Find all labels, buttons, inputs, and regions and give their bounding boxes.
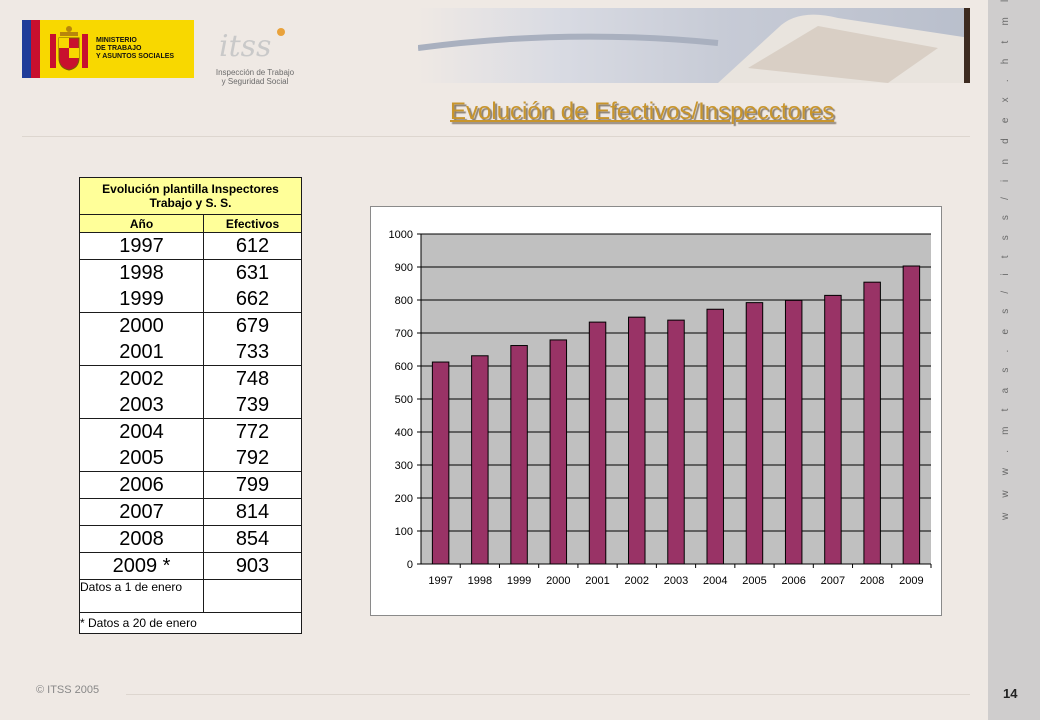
x-tick-label: 2007 <box>821 575 845 587</box>
column-header-year: Año <box>79 214 204 233</box>
y-tick-label: 300 <box>395 460 413 472</box>
x-tick-label: 1999 <box>507 575 531 587</box>
table-cell-value: 748 <box>202 365 303 392</box>
y-tick-label: 200 <box>395 493 413 505</box>
bar <box>588 321 607 565</box>
column-header-value: Efectivos <box>202 214 303 233</box>
itss-logo: itss Inspección de Trabajo y Seguridad S… <box>205 20 305 90</box>
vertical-url-text: w w w . m t a s . e s / i t s s / i n d … <box>1000 0 1011 520</box>
table-cell-year: 1998 <box>79 259 204 286</box>
y-tick-label: 900 <box>395 262 413 274</box>
table-cell-value: 662 <box>202 286 303 313</box>
table-cell-year: 2000 <box>79 312 204 339</box>
y-tick-label: 800 <box>395 295 413 307</box>
table-cell-value: 903 <box>202 552 303 580</box>
table-note-empty <box>202 579 303 613</box>
eu-flag-icon <box>22 20 40 78</box>
table-cell-year: 2009 * <box>79 552 204 580</box>
bar <box>706 308 724 565</box>
table-cell-value: 792 <box>202 445 303 472</box>
y-tick-label: 600 <box>395 361 413 373</box>
bar <box>784 299 803 565</box>
itss-logo-mark: itss <box>219 28 285 64</box>
bar <box>745 302 764 565</box>
x-tick-label: 1998 <box>468 575 492 587</box>
footer-divider <box>126 694 970 695</box>
table-cell-year: 2007 <box>79 498 204 526</box>
table-title: Evolución plantilla Inspectores Trabajo … <box>78 177 303 215</box>
table-note-asterisk: * Datos a 20 de enero <box>78 612 303 634</box>
table-cell-year: 1999 <box>79 286 204 313</box>
slide-title: Evolución de Efectivos/Inspecctores <box>450 98 835 125</box>
table-cell-year: 2004 <box>79 418 204 445</box>
coat-of-arms-icon <box>50 26 88 71</box>
x-tick-label: 2003 <box>664 575 688 587</box>
data-table: Evolución plantilla Inspectores Trabajo … <box>78 177 303 634</box>
table-cell-value: 733 <box>202 339 303 366</box>
bar <box>628 316 646 565</box>
table-cell-value: 612 <box>202 232 303 260</box>
table-cell-value: 854 <box>202 525 303 553</box>
x-tick-label: 2001 <box>585 575 609 587</box>
copyright-text: © ITSS 2005 <box>36 684 100 696</box>
x-tick-label: 2005 <box>742 575 766 587</box>
y-tick-label: 100 <box>395 526 413 538</box>
bar <box>471 355 489 565</box>
x-tick-label: 2004 <box>703 575 727 587</box>
y-tick-label: 0 <box>407 559 413 571</box>
bar <box>510 345 528 565</box>
x-tick-label: 2008 <box>860 575 884 587</box>
table-cell-year: 2006 <box>79 471 204 499</box>
x-tick-label: 1997 <box>428 575 452 587</box>
table-cell-year: 2005 <box>79 445 204 472</box>
x-tick-label: 2009 <box>899 575 923 587</box>
x-tick-label: 2002 <box>625 575 649 587</box>
y-tick-label: 500 <box>395 394 413 406</box>
bar <box>549 339 568 565</box>
table-note-date: Datos a 1 de enero <box>79 579 204 613</box>
itss-logo-text: Inspección de Trabajo y Seguridad Social <box>215 68 295 86</box>
table-cell-value: 679 <box>202 312 303 339</box>
ministry-logo: MINISTERIO DE TRABAJO Y ASUNTOS SOCIALES <box>22 20 194 78</box>
table-cell-year: 2008 <box>79 525 204 553</box>
itss-logo-mark-text: itss <box>219 29 271 64</box>
y-tick-label: 1000 <box>389 229 413 241</box>
header-divider <box>22 136 970 137</box>
bar-chart-svg: 0 100 200 300 400 500 600 700 800 900 1000 1997 1998… <box>389 229 932 587</box>
bar <box>667 319 685 565</box>
x-tick-label: 2000 <box>546 575 570 587</box>
x-tick-label: 2006 <box>781 575 805 587</box>
table-cell-value: 799 <box>202 471 303 499</box>
bar <box>863 281 881 565</box>
hand-writing-image <box>418 8 970 83</box>
table-cell-year: 2002 <box>79 365 204 392</box>
bar <box>902 265 921 565</box>
ministry-logo-text: MINISTERIO DE TRABAJO Y ASUNTOS SOCIALES <box>96 37 175 60</box>
right-side-band <box>988 0 1040 720</box>
table-cell-year: 2003 <box>79 392 204 419</box>
table-cell-value: 772 <box>202 418 303 445</box>
table-cell-value: 631 <box>202 259 303 286</box>
y-tick-label: 700 <box>395 328 413 340</box>
table-cell-year: 2001 <box>79 339 204 366</box>
table-cell-value: 739 <box>202 392 303 419</box>
bar <box>431 361 450 565</box>
bar <box>824 294 842 565</box>
table-cell-year: 1997 <box>79 232 204 260</box>
page-number: 14 <box>1003 686 1018 701</box>
bar-chart: 0 100 200 300 400 500 600 700 800 900 1000 1997 1998… <box>370 206 942 616</box>
header-photo <box>418 8 970 83</box>
table-cell-value: 814 <box>202 498 303 526</box>
y-tick-label: 400 <box>395 427 413 439</box>
